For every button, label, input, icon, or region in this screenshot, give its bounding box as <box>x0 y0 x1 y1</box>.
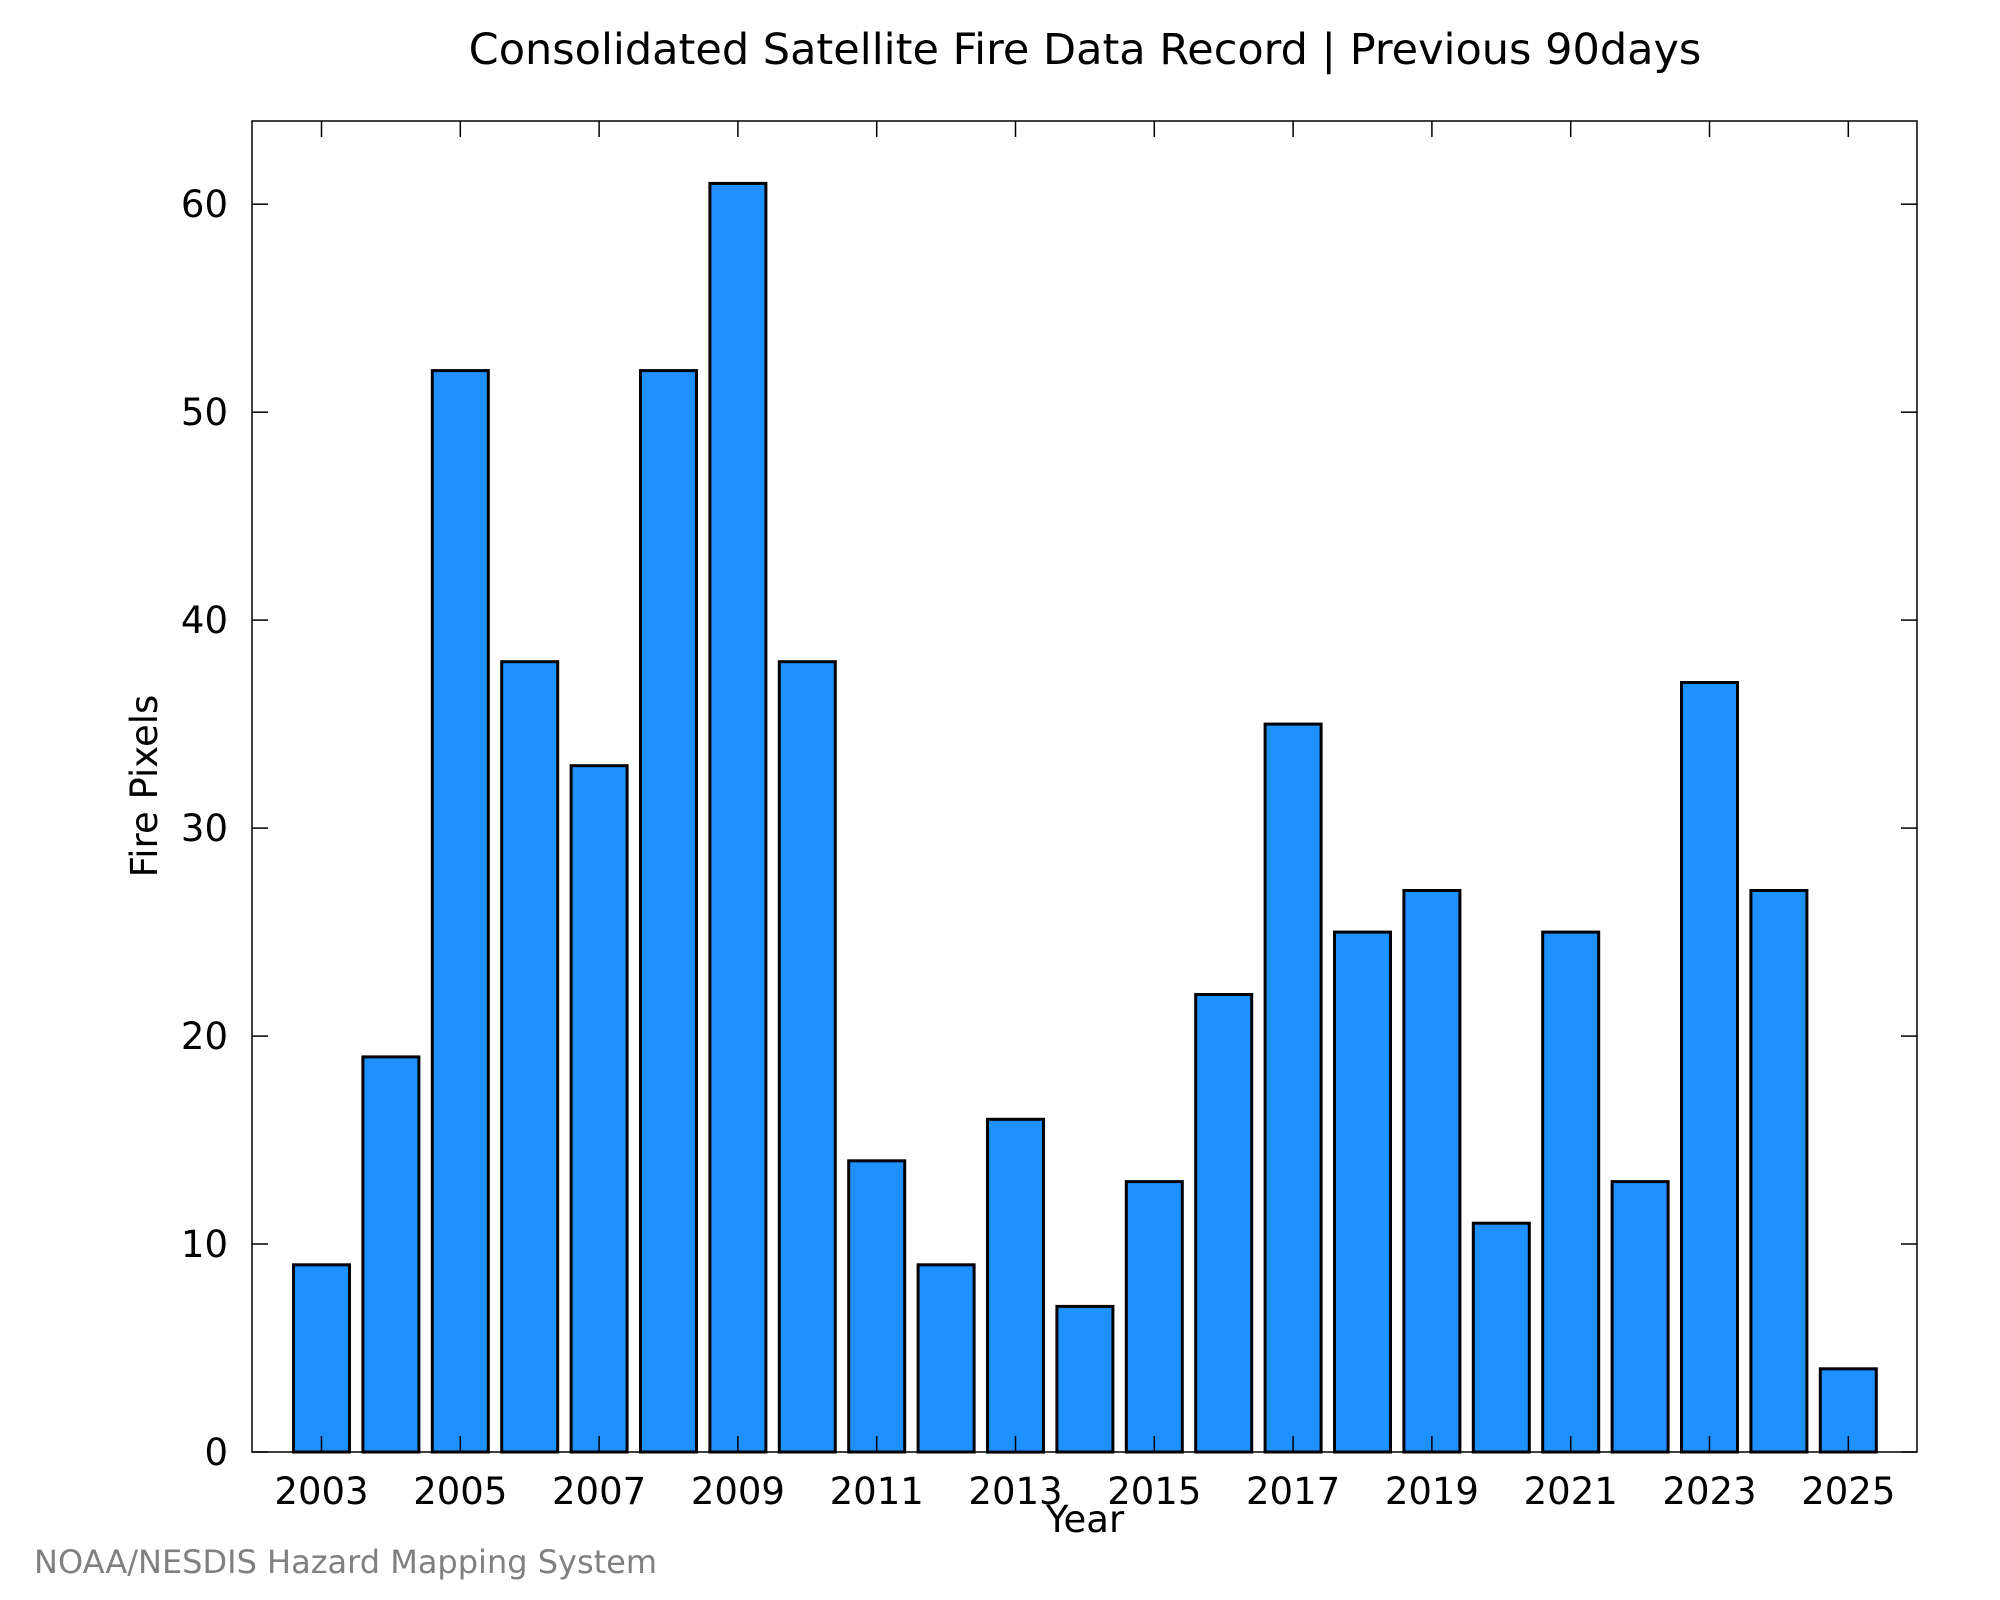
x-tick-label-2013: 2013 <box>968 1470 1062 1513</box>
bars-layer <box>292 181 1878 1454</box>
bar-2005 <box>430 369 490 1454</box>
y-axis-label: Fire Pixels <box>123 695 166 878</box>
y-tick-labels: 0 10 20 30 40 50 60 <box>181 183 228 1474</box>
x-tick-label-2017: 2017 <box>1246 1470 1340 1513</box>
footer-credit: NOAA/NESDIS Hazard Mapping System <box>34 1543 657 1581</box>
x-tick-labels: 2003 2005 2007 2009 2011 2013 2015 2017 2019 2021… <box>274 1470 1895 1513</box>
bar-2010 <box>777 660 837 1454</box>
x-tick-label-2007: 2007 <box>552 1470 646 1513</box>
bar-2016 <box>1194 993 1254 1454</box>
bar-2020 <box>1471 1221 1531 1454</box>
x-tick-label-2019: 2019 <box>1385 1470 1479 1513</box>
x-tick-label-2021: 2021 <box>1524 1470 1618 1513</box>
bar-2012 <box>916 1263 976 1454</box>
bar-2003 <box>292 1263 351 1454</box>
x-tick-label-2011: 2011 <box>830 1470 924 1513</box>
x-tick-label-2005: 2005 <box>413 1470 507 1513</box>
bar-2009 <box>708 181 768 1454</box>
y-tick-label-0: 0 <box>204 1431 228 1474</box>
bar-2021 <box>1541 930 1601 1454</box>
x-tick-label-2025: 2025 <box>1801 1470 1895 1513</box>
chart-title: Consolidated Satellite Fire Data Record … <box>469 25 1702 75</box>
plot-frame <box>251 120 1918 1453</box>
bar-2023 <box>1680 681 1739 1454</box>
bar-2008 <box>639 369 698 1454</box>
y-tick-label-50: 50 <box>181 391 228 434</box>
x-tick-label-2009: 2009 <box>691 1470 785 1513</box>
y-tick-label-60: 60 <box>181 183 228 226</box>
x-tick-label-2003: 2003 <box>274 1470 368 1513</box>
y-tick-label-30: 30 <box>181 807 228 850</box>
bar-2022 <box>1610 1180 1670 1454</box>
bar-2007 <box>569 764 629 1454</box>
bar-2014 <box>1055 1304 1115 1454</box>
x-axis-label: Year <box>1045 1498 1125 1541</box>
x-tick-label-2023: 2023 <box>1662 1470 1756 1513</box>
bar-2013 <box>986 1117 1045 1454</box>
y-tick-label-10: 10 <box>181 1223 228 1266</box>
bar-2018 <box>1333 930 1392 1454</box>
bar-2024 <box>1749 889 1809 1454</box>
bar-2015 <box>1124 1180 1184 1454</box>
bar-2006 <box>500 660 560 1454</box>
bar-2019 <box>1402 889 1462 1454</box>
y-tick-label-40: 40 <box>181 599 228 642</box>
y-tick-label-20: 20 <box>181 1015 228 1058</box>
bar-2004 <box>361 1055 421 1454</box>
ticks-layer <box>252 121 1917 1453</box>
bar-2017 <box>1263 722 1323 1454</box>
x-tick-label-2015: 2015 <box>1107 1470 1201 1513</box>
bar-2011 <box>847 1159 907 1454</box>
